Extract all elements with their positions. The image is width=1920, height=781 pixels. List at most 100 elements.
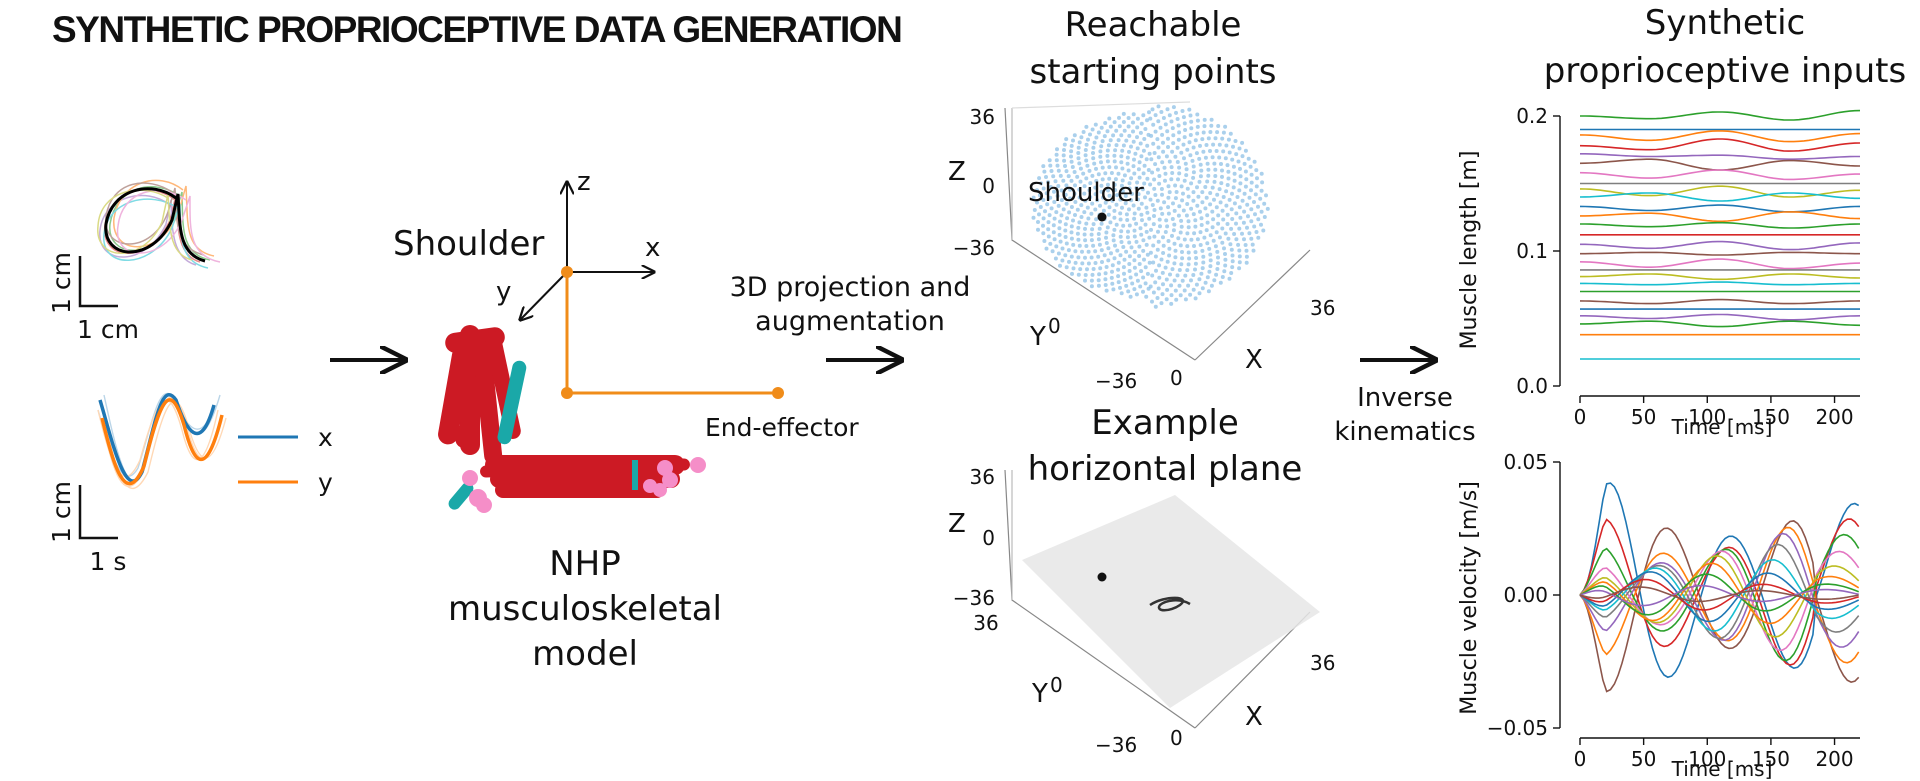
reachable-point [1157, 174, 1162, 178]
reachable-point [1041, 164, 1046, 169]
reachable-point [1071, 218, 1075, 223]
reachable-point [1162, 165, 1167, 170]
reachable-point [1179, 184, 1184, 189]
reachable-point [1156, 145, 1161, 150]
reachable-point [1060, 258, 1065, 263]
reachable-point [1171, 201, 1175, 206]
reachable-point [1183, 161, 1188, 166]
reachable-point [1249, 236, 1254, 241]
reachable-point [1044, 191, 1049, 196]
reachable-point [1193, 250, 1198, 255]
reachable-point [1091, 222, 1096, 227]
reachable-point [1129, 245, 1134, 250]
reachable-point [1174, 297, 1179, 302]
reachable-point [1175, 273, 1180, 278]
reachable-point [1195, 131, 1200, 136]
reachable-point [1146, 132, 1151, 137]
reachable-point [1248, 164, 1253, 169]
time-scale-bar [78, 485, 118, 540]
reachable-point [1135, 180, 1140, 185]
series-line [1579, 520, 1860, 693]
reachable-point [1112, 215, 1117, 220]
reachable-point [1086, 261, 1091, 266]
reachable-point [1191, 175, 1196, 180]
reachable-point [1120, 178, 1125, 183]
reachable-point [1153, 162, 1158, 167]
reachable-point [1158, 206, 1163, 211]
reachable-point [1256, 235, 1261, 240]
reachable-point [1166, 211, 1171, 216]
reachable-point [1195, 118, 1200, 123]
reachable-point [1139, 121, 1144, 126]
reachable-point [1119, 291, 1124, 296]
projection-label-line-1: 3D projection and [730, 272, 971, 303]
reachable-point [1116, 138, 1121, 143]
reachable-point [1091, 243, 1096, 248]
reachable-point [1153, 304, 1158, 309]
reachable-point [1108, 138, 1113, 143]
reachable-point [1150, 203, 1155, 207]
reachable-point [1096, 254, 1101, 259]
reachable-point [1152, 234, 1157, 239]
reachable-point [1232, 178, 1237, 183]
reachable-point [1096, 278, 1101, 283]
reachable-point [1205, 241, 1210, 246]
reachable-point [1148, 197, 1153, 202]
reachable-point [1227, 197, 1232, 202]
reachable-point [1132, 157, 1136, 162]
x-tick-label: 150 [1752, 747, 1790, 771]
reachable-point [1170, 171, 1175, 175]
reachable-z-tick-top: 36 [970, 105, 995, 129]
reachable-point [1052, 200, 1057, 204]
reachable-point [1050, 249, 1055, 254]
reachable-point [1063, 192, 1068, 197]
reachable-point [1173, 183, 1178, 188]
reachable-point [1093, 261, 1098, 265]
reachable-point [1046, 234, 1051, 239]
reachable-point [1205, 220, 1210, 225]
reachable-point [1161, 116, 1166, 120]
reachable-point [1204, 195, 1209, 200]
reachable-point [1089, 278, 1094, 283]
reachable-point [1052, 237, 1057, 242]
reachable-point [1089, 255, 1094, 260]
reachable-point [1142, 137, 1147, 141]
reachable-point [1066, 248, 1071, 253]
reachable-point [1238, 166, 1242, 171]
reachable-point [1132, 234, 1137, 239]
series-line [1579, 550, 1860, 652]
reachable-point [1191, 287, 1196, 292]
plane-trajectory [1149, 596, 1191, 612]
reachable-point [1036, 220, 1040, 224]
reachable-point [1143, 281, 1148, 286]
reachable-point [1186, 194, 1191, 199]
y-tick-label: 0.0 [1516, 374, 1548, 398]
reachable-point [1099, 189, 1104, 194]
reachable-point [1112, 227, 1117, 232]
reachable-point [1176, 123, 1181, 128]
reachable-point [1181, 208, 1186, 213]
reachable-point [1166, 136, 1170, 141]
reachable-point [1042, 169, 1047, 174]
reachable-point [1156, 104, 1161, 109]
reachable-point [1225, 222, 1230, 226]
reachable-point [1120, 166, 1125, 171]
reachable-point [1147, 235, 1152, 240]
reachable-point [1099, 248, 1104, 253]
reachable-point [1140, 218, 1144, 223]
reachable-point [1230, 157, 1235, 162]
reachable-point [1076, 255, 1081, 260]
reachable-point [1139, 269, 1144, 274]
reachable-point [1189, 237, 1194, 242]
reachable-point [1225, 183, 1230, 187]
scale-x-label: 1 cm [77, 315, 139, 344]
reachable-point [1245, 225, 1249, 230]
reachable-point [1171, 133, 1176, 138]
reachable-point [1153, 193, 1158, 197]
reachable-point [1207, 269, 1212, 274]
reachable-point [1199, 223, 1204, 227]
reachable-point [1226, 137, 1231, 142]
reachable-point [1113, 148, 1118, 153]
reachable-point [1220, 208, 1225, 213]
